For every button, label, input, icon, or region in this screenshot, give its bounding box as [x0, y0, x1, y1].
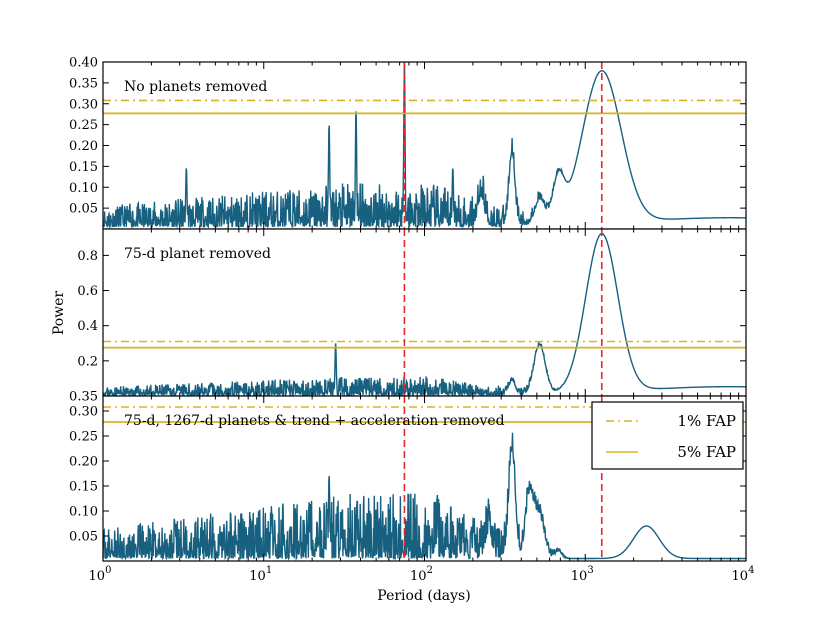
x-tick-label-base: 10	[732, 569, 749, 584]
y-axis-title: Power	[51, 291, 67, 336]
y-tick-label: 0.15	[69, 160, 98, 175]
power-series-line	[102, 432, 746, 561]
panel-1: 0.05 0.10 0.15 0.20 0.25 0.30 0.35 0.40 No plane…	[69, 56, 747, 230]
y-tick-label: 0.05	[69, 530, 98, 545]
legend-label-2: 5% FAP	[677, 443, 736, 461]
x-tick-label: 100	[89, 565, 112, 584]
x-tick-label-base: 10	[571, 569, 588, 584]
y-tick-label: 0.30	[69, 405, 98, 420]
x-axis: 100 101 102 103 104	[89, 565, 755, 584]
y-tick-label: 0.25	[69, 118, 98, 133]
x-tick-label-exponent: 3	[587, 565, 593, 576]
y-tick-label: 0.35	[69, 76, 98, 91]
y-tick-label: 0.2	[77, 354, 98, 369]
panel-background	[103, 229, 746, 396]
y-tick-label: 0.20	[69, 139, 98, 154]
legend-label-1: 1% FAP	[677, 412, 736, 430]
y-tick-label: 0.8	[77, 249, 98, 264]
power-series-line	[102, 62, 747, 230]
y-tick-label: 0.30	[69, 97, 98, 112]
x-tick-label: 102	[410, 565, 433, 584]
panel-title: 75-d, 1267-d planets & trend + accelerat…	[124, 413, 505, 429]
panel-title: 75-d planet removed	[124, 246, 271, 262]
panel-title: No planets removed	[124, 79, 267, 95]
x-tick-label-base: 10	[249, 569, 266, 584]
y-tick-label: 0.40	[69, 56, 98, 71]
legend: 1% FAP 5% FAP	[591, 401, 744, 470]
x-tick-label-exponent: 4	[748, 565, 754, 576]
x-tick-label-exponent: 1	[266, 565, 272, 576]
panel-2: 0.2 0.4 0.6 0.8 0.35 75-d planet removed	[69, 228, 747, 405]
x-tick-label-exponent: 2	[427, 565, 433, 576]
legend-box	[591, 401, 744, 470]
x-tick-label: 101	[249, 565, 272, 584]
x-tick-label: 104	[732, 565, 755, 584]
x-tick-label-base: 10	[89, 569, 106, 584]
x-axis-title: Period (days)	[377, 588, 470, 604]
y-tick-label: 0.05	[69, 202, 98, 217]
x-tick-label-base: 10	[410, 569, 427, 584]
y-tick-label: 0.10	[69, 181, 98, 196]
y-tick-label: 0.10	[69, 505, 98, 520]
y-tick-label: 0.15	[69, 480, 98, 495]
y-tick-label: 0.20	[69, 455, 98, 470]
y-tick-label-bottom: 0.35	[69, 390, 98, 405]
y-tick-label: 0.25	[69, 430, 98, 445]
x-tick-label-exponent: 0	[105, 565, 111, 576]
y-tick-label: 0.4	[77, 319, 98, 334]
y-tick-label: 0.6	[77, 284, 98, 299]
x-tick-label: 103	[571, 565, 594, 584]
